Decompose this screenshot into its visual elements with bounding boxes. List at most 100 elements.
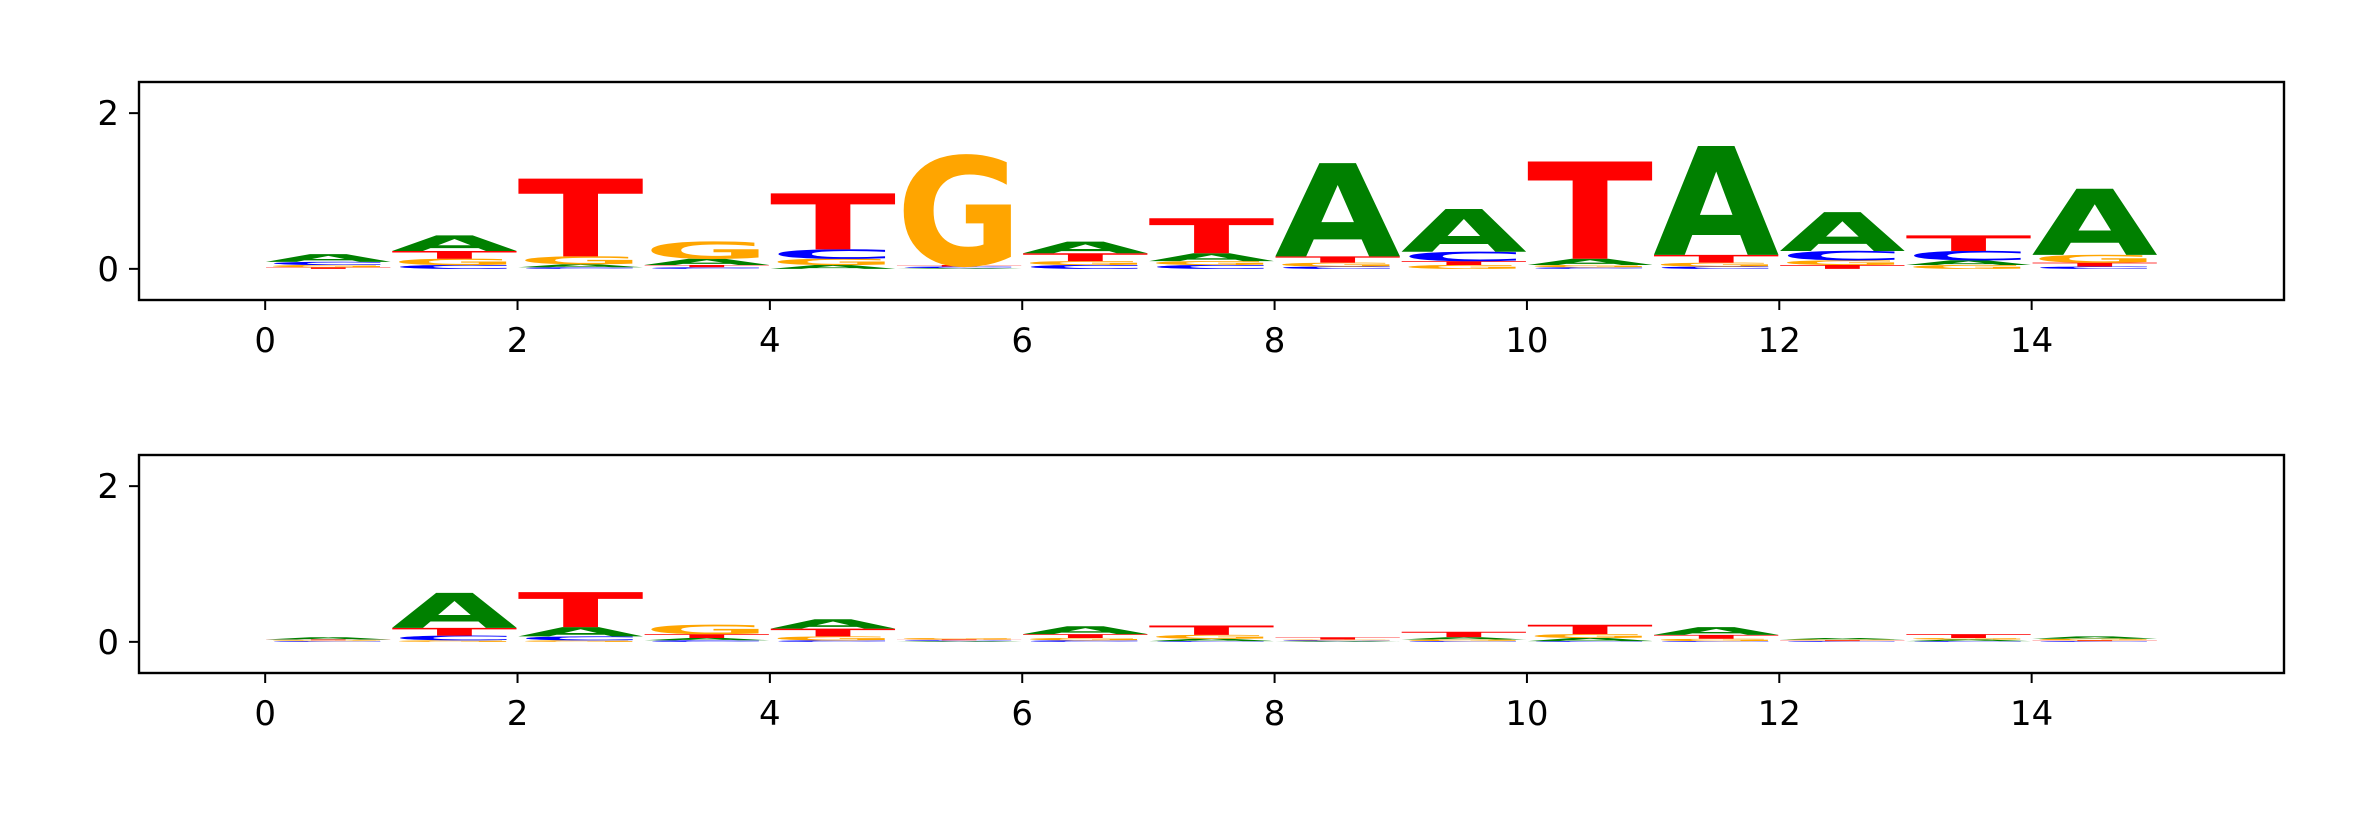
logo-letter-G-pos-12: G <box>1779 639 1905 640</box>
logo-letter-G-pos-4: G <box>770 635 896 641</box>
logo-letter-C-pos-12: C <box>1779 248 1905 263</box>
logo-letter-C-pos-13: C <box>1905 641 2031 642</box>
logo-letter-T-pos-14: T <box>2032 262 2158 268</box>
logo-letter-G-pos-9: G <box>1401 264 1527 270</box>
y-tick-label: 0 <box>97 250 119 290</box>
logo-letter-T-pos-5: T <box>896 639 1022 640</box>
logo-letter-G-pos-3: G <box>644 237 770 264</box>
logo-letter-G-pos-8: G <box>1275 262 1401 268</box>
logo-letter-G-pos-10: G <box>1527 264 1653 268</box>
logo-letter-T-pos-8: T <box>1275 255 1401 265</box>
logo-letter-A-pos-8: A <box>1275 138 1401 287</box>
logo-letter-G-pos-12: G <box>1779 259 1905 266</box>
logo-letter-T-pos-10: T <box>1527 136 1653 291</box>
logo-letter-G-pos-11: G <box>1653 638 1779 642</box>
logo-letter-T-pos-0: T <box>265 639 391 640</box>
logo-letter-A-pos-10: A <box>1527 257 1653 267</box>
logo-letter-C-pos-14: C <box>2032 641 2158 642</box>
x-tick-label: 12 <box>1758 694 1801 734</box>
logo-letter-T-pos-1: T <box>391 249 517 261</box>
logo-letter-A-pos-9: A <box>1401 197 1527 265</box>
logo-letter-C-pos-7: C <box>1148 641 1274 642</box>
logo-letter-C-pos-1: C <box>391 634 517 641</box>
logo-letter-G-pos-0: G <box>265 640 391 641</box>
logo-letter-T-pos-11: T <box>1653 634 1779 640</box>
logo-letter-A-pos-7: A <box>1148 638 1274 642</box>
logo-letter-G-pos-3: G <box>644 622 770 637</box>
logo-letter-A-pos-6: A <box>1022 239 1149 258</box>
logo-letter-G-pos-0: G <box>265 264 391 268</box>
logo-letter-C-pos-10: C <box>1527 641 1653 642</box>
x-tick-label: 8 <box>1264 694 1286 734</box>
x-tick-label: 4 <box>759 321 781 361</box>
logo-letter-A-pos-4: A <box>770 617 896 632</box>
axes-frame <box>137 80 2286 302</box>
logo-letter-A-pos-2: A <box>518 263 644 268</box>
logo-letter-A-pos-11: A <box>1653 116 1779 290</box>
logo-letter-C-pos-2: C <box>518 635 644 641</box>
logo-letter-G-pos-6: G <box>1022 260 1148 266</box>
logo-letter-A-pos-1: A <box>391 231 517 256</box>
logo-letter-G-pos-5: G <box>896 126 1022 300</box>
logo-letter-A-pos-8: A <box>1275 641 1401 642</box>
logo-letter-T-pos-12: T <box>1779 264 1905 270</box>
logo-letter-C-pos-4: C <box>770 247 896 262</box>
logo-letter-T-pos-7: T <box>1148 623 1274 638</box>
logo-letter-A-pos-4: A <box>770 264 896 270</box>
logo-letter-G-pos-13: G <box>1905 638 2031 640</box>
logo-letter-A-pos-10: A <box>1527 637 1653 642</box>
logo-letter-T-pos-9: T <box>1401 260 1527 266</box>
logo-letter-G-pos-7: G <box>1148 634 1274 640</box>
x-tick-label: 4 <box>759 694 781 734</box>
logo-letter-G-pos-1: G <box>391 257 517 267</box>
logo-letter-C-pos-7: C <box>1148 264 1274 270</box>
logo-letter-T-pos-14: T <box>2032 640 2158 641</box>
logo-letter-A-pos-9: A <box>1401 637 1527 641</box>
logo-letter-G-pos-2: G <box>518 640 644 642</box>
y-tick-label: 2 <box>97 467 119 507</box>
logo-letter-C-pos-3: C <box>644 640 770 642</box>
logo-letter-T-pos-3: T <box>644 264 770 268</box>
x-tick-label: 6 <box>1011 321 1033 361</box>
logo-letter-G-pos-1: G <box>391 640 517 642</box>
logo-letter-A-pos-5: A <box>896 268 1022 269</box>
logo-letter-A-pos-14: A <box>2032 636 2158 640</box>
logo-letter-A-pos-6: A <box>1022 624 1148 636</box>
logo-letter-T-pos-13: T <box>1905 231 2031 256</box>
logo-letter-C-pos-11: C <box>1653 641 1779 642</box>
logo-panel-bottom: CGTAGCTAGCATCATGCGTAACTGCGTACAGTACGTCGAT… <box>97 453 2286 734</box>
logo-letter-G-pos-14: G <box>2032 253 2158 265</box>
logo-letter-C-pos-6: C <box>1022 264 1148 270</box>
x-tick-label: 6 <box>1011 694 1033 734</box>
logo-letter-A-pos-7: A <box>1148 251 1274 263</box>
x-tick-label: 12 <box>1758 321 1801 361</box>
logo-letter-C-pos-9: C <box>1401 249 1527 264</box>
logo-letter-C-pos-4: C <box>770 640 896 642</box>
logo-letter-A-pos-2: A <box>518 625 644 640</box>
logo-letter-C-pos-3: C <box>644 267 770 269</box>
logo-letter-A-pos-0: A <box>265 637 391 641</box>
logo-letter-T-pos-5: T <box>896 265 1022 267</box>
x-tick-label: 10 <box>1505 694 1548 734</box>
axes-frame <box>137 453 2286 675</box>
logo-letters: CGTAGCTAGCATCATGCGTAACTGCGTACAGTACGTCGAT… <box>265 583 2158 643</box>
logo-letter-A-pos-5: A <box>896 641 1022 642</box>
logo-letter-C-pos-0: C <box>265 641 391 642</box>
logo-letter-G-pos-5: G <box>896 638 1022 640</box>
logo-letter-T-pos-11: T <box>1653 253 1779 265</box>
logo-letter-T-pos-8: T <box>1275 637 1401 641</box>
logo-letter-A-pos-12: A <box>1779 201 1905 263</box>
logo-letter-T-pos-0: T <box>265 267 391 269</box>
logo-letter-A-pos-11: A <box>1653 625 1779 637</box>
logo-letter-T-pos-13: T <box>1905 633 2031 639</box>
logo-letter-A-pos-13: A <box>1905 639 2031 641</box>
logo-letter-G-pos-6: G <box>1022 637 1148 641</box>
logo-letter-A-pos-14: A <box>2032 172 2158 277</box>
x-tick-label: 0 <box>254 321 276 361</box>
logo-letter-A-pos-12: A <box>1779 638 1905 640</box>
x-tick-label: 0 <box>254 694 276 734</box>
logo-letter-T-pos-2: T <box>518 583 644 639</box>
logo-letter-G-pos-9: G <box>1401 639 1527 641</box>
